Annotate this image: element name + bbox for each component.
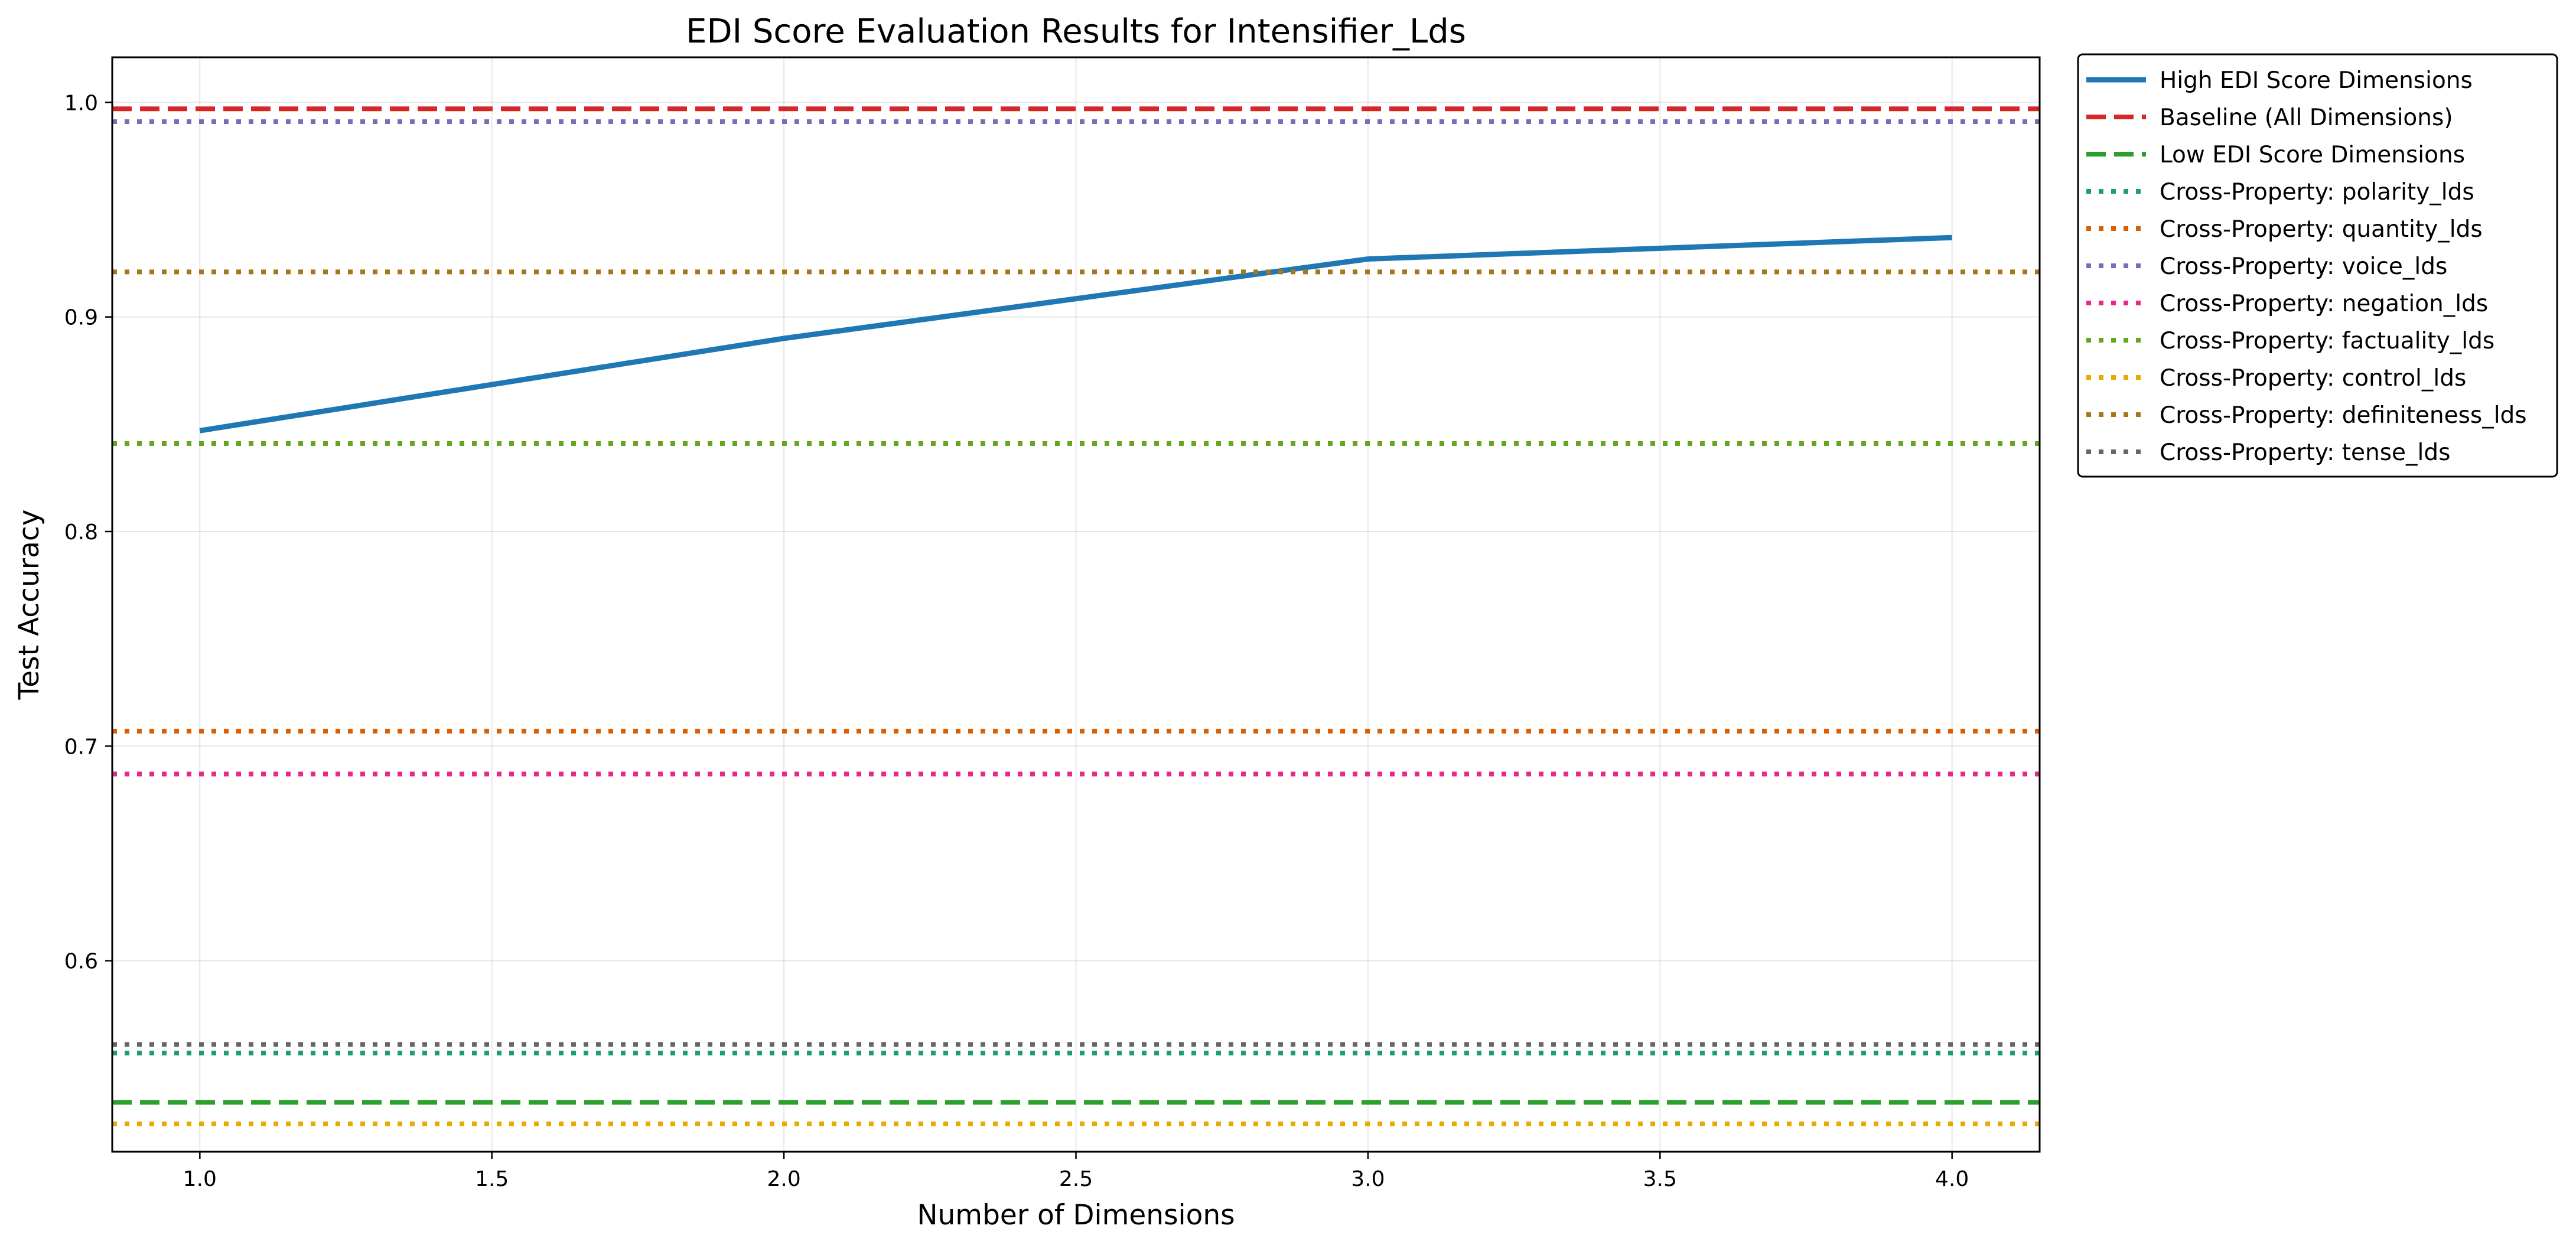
- legend-entry: Cross-Property: quantity_lds: [2160, 216, 2483, 243]
- y-tick-label: 1.0: [64, 91, 98, 115]
- legend-entry: Baseline (All Dimensions): [2160, 105, 2453, 131]
- x-tick-label: 3.0: [1351, 1167, 1385, 1191]
- x-tick-label: 1.0: [183, 1167, 217, 1191]
- legend-entry: Cross-Property: factuality_lds: [2160, 328, 2494, 354]
- axes: 1.0 1.5 2.0 2.5 3.0 3.5 4.0 0.6 0.7 0.8 0.9 1.0: [64, 91, 1969, 1191]
- legend-entry: Low EDI Score Dimensions: [2160, 142, 2465, 168]
- legend-entry: Cross-Property: voice_lds: [2160, 253, 2447, 280]
- y-tick-label: 0.7: [64, 735, 98, 759]
- x-tick-label: 3.5: [1643, 1167, 1677, 1191]
- legend-entry: High EDI Score Dimensions: [2160, 67, 2473, 94]
- y-tick-label: 0.8: [64, 520, 98, 545]
- x-axis-label: Number of Dimensions: [917, 1199, 1235, 1231]
- legend-entry: Cross-Property: definiteness_lds: [2160, 402, 2527, 429]
- series-line-high-edi-score-dimensions: [199, 234, 1952, 434]
- y-axis-label: Test Accuracy: [13, 509, 45, 700]
- y-tick-label: 0.6: [64, 950, 98, 974]
- legend-entry: Cross-Property: tense_lds: [2160, 439, 2450, 466]
- y-tick-label: 0.9: [64, 306, 98, 330]
- legend-entry: Cross-Property: polarity_lds: [2160, 179, 2474, 206]
- chart-title: EDI Score Evaluation Results for Intensi…: [686, 12, 1466, 51]
- plot-area: [112, 106, 2040, 1126]
- grid: [112, 57, 2040, 1152]
- x-tick-label: 2.0: [767, 1167, 800, 1191]
- x-tick-label: 2.5: [1059, 1167, 1093, 1191]
- legend-box: [2077, 53, 2558, 478]
- legend-entry: Cross-Property: negation_lds: [2160, 291, 2488, 317]
- x-tick-label: 1.5: [475, 1167, 509, 1191]
- legend-entry: Cross-Property: control_lds: [2160, 365, 2466, 392]
- x-tick-label: 4.0: [1935, 1167, 1969, 1191]
- legend: High EDI Score Dimensions Baseline (All D…: [2077, 53, 2558, 478]
